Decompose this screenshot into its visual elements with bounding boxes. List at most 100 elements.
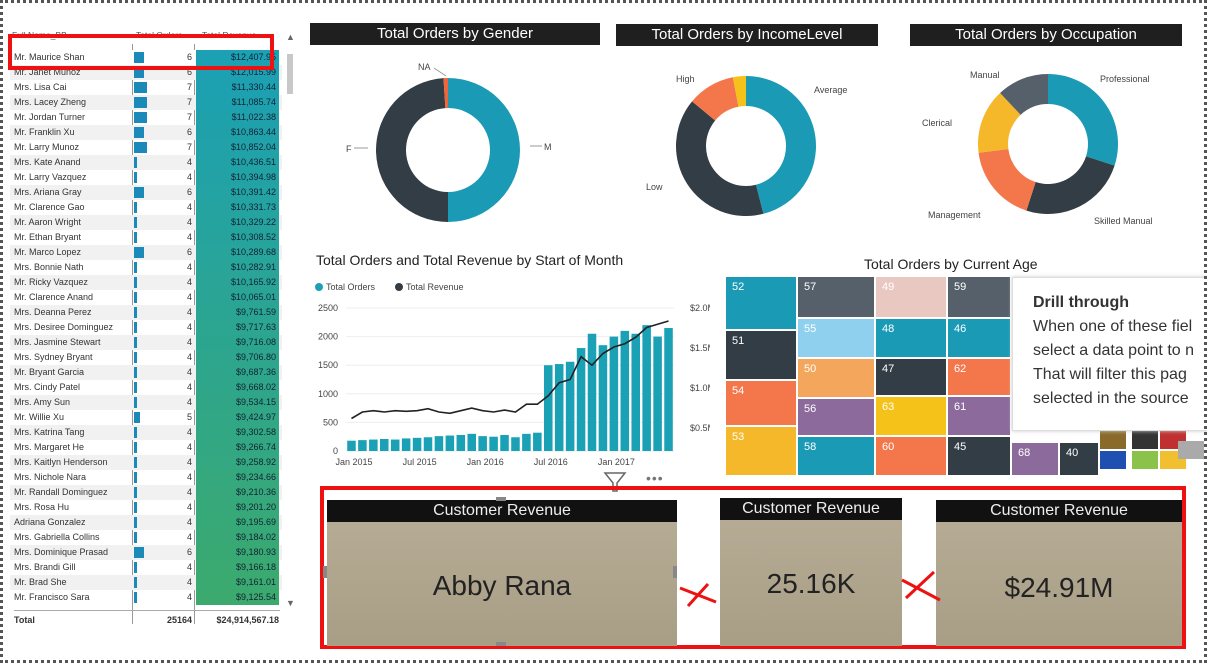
orders-bar[interactable] [358,440,367,451]
orders-bar[interactable] [533,432,542,451]
age-treemap[interactable]: 52 57 49 59 55 48 46 51 50 47 62 54 56 63 61 53 58 60 45 68… [726,277,1204,475]
occupation-donut[interactable]: Manual Professional Clerical Management … [920,60,1200,230]
table-row[interactable]: Mr. Franklin Xu 6 $10,863.44 [10,125,282,140]
table-row[interactable]: Mrs. Jasmine Stewart 4 $9,716.08 [10,335,282,350]
chevron-down-icon[interactable]: ▼ [286,598,295,608]
table-row[interactable]: Mr. Clarence Anand 4 $10,065.01 [10,290,282,305]
treemap-cell[interactable] [1100,431,1126,449]
orders-bar[interactable] [609,336,619,451]
total-revenue-card[interactable]: Customer Revenue $24.91M [936,500,1182,646]
treemap-cell[interactable]: 62 [948,359,1010,395]
treemap-cell[interactable]: 61 [948,397,1010,435]
treemap-cell[interactable]: 52 [726,277,796,329]
donut-slice[interactable] [978,92,1021,153]
orders-bar[interactable] [587,333,597,451]
treemap-cell[interactable]: 56 [798,399,874,435]
more-options-icon[interactable]: ••• [646,470,664,486]
resize-handle[interactable] [496,642,506,646]
table-row[interactable]: Mr. Aaron Wright 4 $10,329.22 [10,215,282,230]
orders-bar[interactable] [642,325,651,451]
table-row[interactable]: Mrs. Gabriella Collins 4 $9,184.02 [10,530,282,545]
filter-icon[interactable] [603,471,629,493]
orders-bar[interactable] [456,434,466,451]
donut-slice[interactable] [448,78,520,222]
donut-slice[interactable] [1026,156,1115,214]
treemap-cell[interactable] [1132,451,1158,469]
orders-bar[interactable] [522,433,531,451]
treemap-cell[interactable] [1132,431,1158,449]
table-row[interactable]: Mr. Randall Dominguez 4 $9,210.36 [10,485,282,500]
donut-slice[interactable] [692,77,739,121]
treemap-cell[interactable]: 47 [876,359,946,395]
orders-bar[interactable] [423,437,433,451]
orders-bar[interactable] [544,365,553,451]
table-row[interactable]: Mr. Bryant Garcia 4 $9,687.36 [10,365,282,380]
table-row[interactable]: Mrs. Deanna Perez 4 $9,761.59 [10,305,282,320]
table-row[interactable]: Mr. Larry Vazquez 4 $10,394.98 [10,170,282,185]
scroll-thumb[interactable] [287,54,293,94]
orders-bar[interactable] [631,333,640,451]
table-row[interactable]: Adriana Gonzalez 4 $9,195.69 [10,515,282,530]
treemap-cell[interactable]: 46 [948,319,1010,357]
orders-bar[interactable] [478,436,487,451]
income-donut[interactable]: High Average Low [640,56,880,226]
table-row[interactable]: Mrs. Bonnie Nath 4 $10,282.91 [10,260,282,275]
donut-slice[interactable] [1048,74,1118,166]
orders-bar[interactable] [390,439,400,451]
table-row[interactable]: Mrs. Cindy Patel 4 $9,668.02 [10,380,282,395]
table-row[interactable]: Mrs. Kaitlyn Henderson 4 $9,258.92 [10,455,282,470]
resize-handle[interactable] [323,566,327,578]
donut-slice[interactable] [746,76,816,214]
orders-bar[interactable] [434,436,444,451]
orders-bar[interactable] [511,437,520,451]
treemap-cell[interactable]: 60 [876,437,946,475]
table-scrollbar[interactable]: ▲ ▼ [284,26,296,612]
orders-bar[interactable] [467,433,476,451]
table-row[interactable]: Mr. Francisco Sara 4 $9,125.54 [10,590,282,605]
orders-revenue-combo-chart[interactable]: Total Orders Total Revenue 2500 2000 1500 1… [310,276,710,476]
orders-bar[interactable] [445,435,455,451]
table-row[interactable]: Mrs. Rosa Hu 4 $9,201.20 [10,500,282,515]
table-row[interactable]: Mrs. Brandi Gill 4 $9,166.18 [10,560,282,575]
resize-handle[interactable] [673,566,677,578]
table-row[interactable]: Mrs. Dominique Prasad 6 $9,180.93 [10,545,282,560]
treemap-cell[interactable]: 54 [726,381,796,425]
customer-table[interactable]: Full Name_BB Total Orders Total Revenue … [4,26,296,628]
table-row[interactable]: Mr. Marco Lopez 6 $10,289.68 [10,245,282,260]
treemap-cell[interactable]: 45 [948,437,1010,475]
donut-slice[interactable] [376,78,448,222]
treemap-cell[interactable]: 63 [876,397,946,435]
treemap-cell[interactable]: 51 [726,331,796,379]
orders-bar[interactable] [489,436,498,451]
treemap-cell[interactable]: 59 [948,277,1010,317]
table-row[interactable]: Mr. Maurice Shan 6 $12,407.95 [10,50,282,65]
col-header-orders[interactable]: Total Orders [136,30,183,40]
table-row[interactable]: Mrs. Desiree Dominguez 4 $9,717.63 [10,320,282,335]
customer-name-card[interactable]: Customer Revenue Abby Rana [327,500,677,646]
treemap-cell[interactable]: 40 [1060,443,1098,475]
donut-slice[interactable] [732,76,746,107]
treemap-cell[interactable] [1178,441,1204,459]
orders-bar[interactable] [598,345,608,451]
treemap-cell[interactable]: 50 [798,359,874,397]
table-row[interactable]: Mr. Willie Xu 5 $9,424.97 [10,410,282,425]
table-row[interactable]: Mrs. Lisa Cai 7 $11,330.44 [10,80,282,95]
col-header-name[interactable]: Full Name_BB [12,30,67,40]
table-row[interactable]: Mrs. Amy Sun 4 $9,534.15 [10,395,282,410]
table-row[interactable]: Mr. Jordan Turner 7 $11,022.38 [10,110,282,125]
gender-donut[interactable]: NA M F [330,50,590,230]
treemap-cell[interactable]: 49 [876,277,946,317]
orders-bar[interactable] [401,438,411,451]
donut-slice[interactable] [1000,74,1048,115]
treemap-cell[interactable]: 53 [726,427,796,475]
orders-bar[interactable] [620,330,630,451]
total-orders-card[interactable]: Customer Revenue 25.16K [720,498,902,646]
table-row[interactable]: Mr. Brad She 4 $9,161.01 [10,575,282,590]
table-row[interactable]: Mrs. Ariana Gray 6 $10,391.42 [10,185,282,200]
table-row[interactable]: Mrs. Nichole Nara 4 $9,234.66 [10,470,282,485]
table-row[interactable]: Mrs. Kate Anand 4 $10,436.51 [10,155,282,170]
orders-bar[interactable] [664,328,673,451]
table-row[interactable]: Mr. Ricky Vazquez 4 $10,165.92 [10,275,282,290]
orders-bar[interactable] [412,437,422,451]
table-row[interactable]: Mrs. Margaret He 4 $9,266.74 [10,440,282,455]
